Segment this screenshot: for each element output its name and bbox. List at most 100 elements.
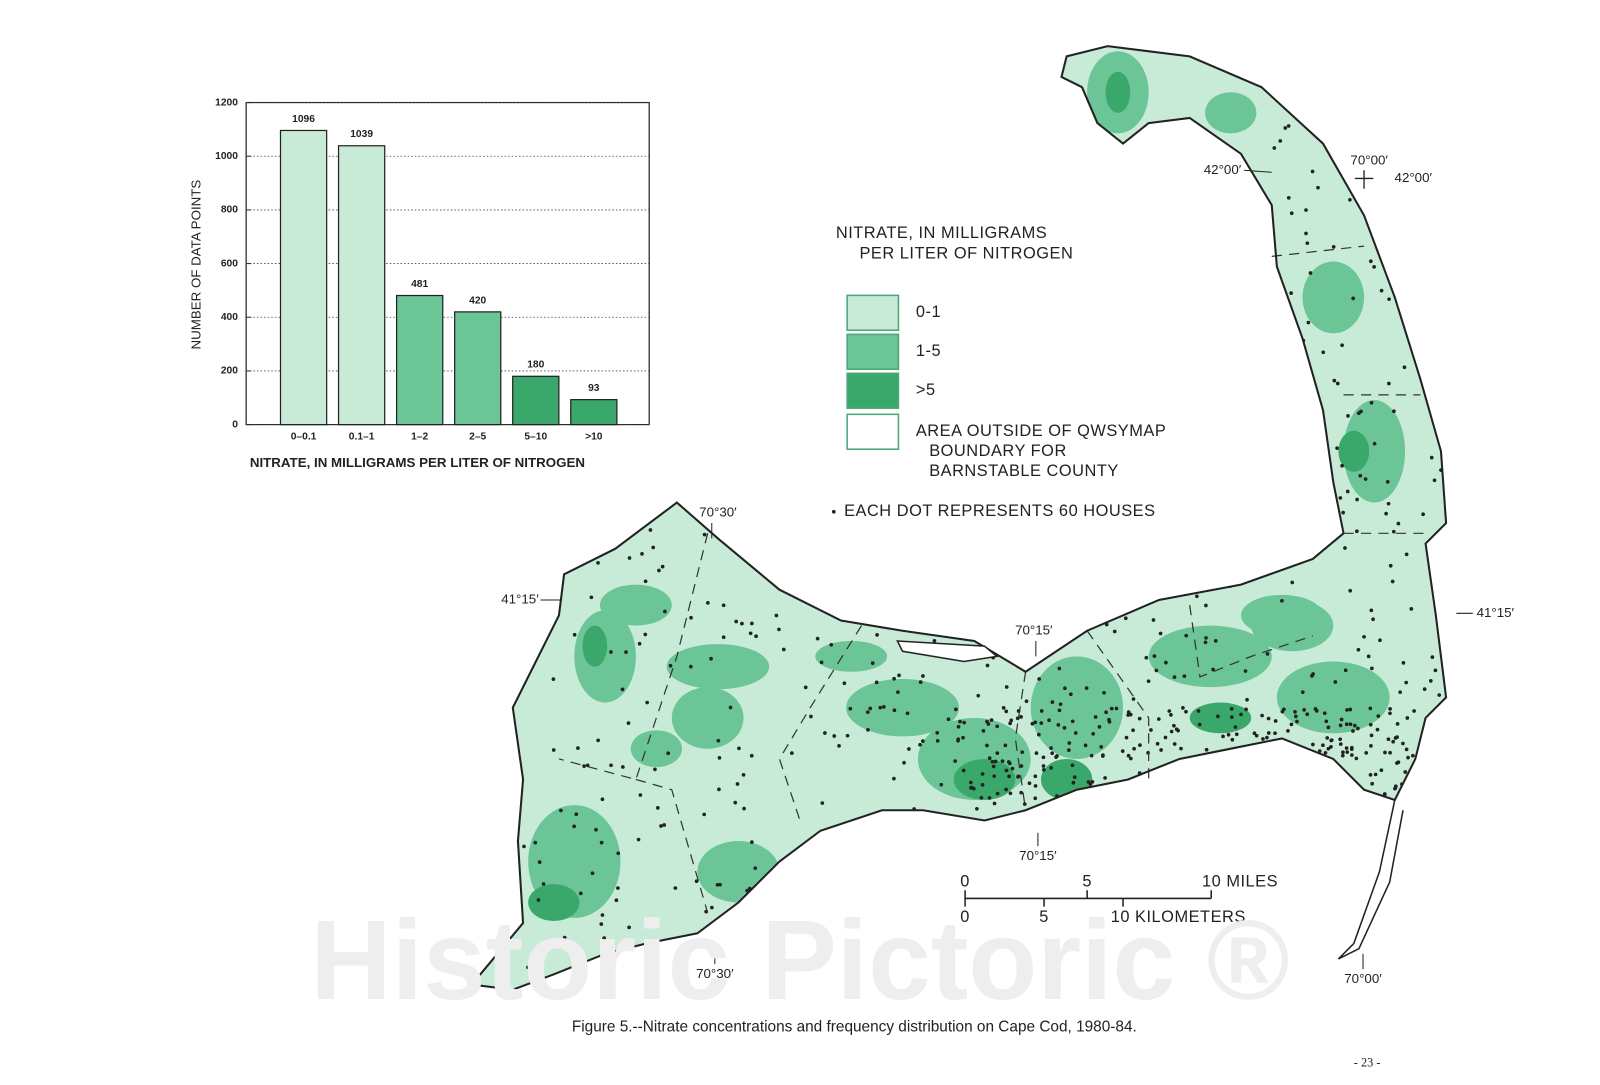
house-dot <box>1398 225 1403 230</box>
area-1-5 <box>599 584 672 626</box>
house-dot <box>1232 509 1237 514</box>
house-dot <box>1175 822 1180 827</box>
house-dot <box>1387 297 1391 302</box>
house-dot <box>765 878 769 883</box>
house-dot <box>1039 709 1044 713</box>
house-dot <box>533 840 538 845</box>
house-dot <box>1058 702 1063 707</box>
house-dot <box>499 741 503 746</box>
house-dot <box>576 746 580 750</box>
house-dot <box>1289 490 1294 494</box>
house-dot <box>851 826 855 830</box>
house-dot <box>1277 547 1282 552</box>
house-dot <box>596 561 600 565</box>
house-dot <box>1378 958 1383 963</box>
house-dot <box>1281 800 1286 805</box>
house-dot <box>1123 616 1128 621</box>
house-dot <box>1004 768 1009 773</box>
house-dot <box>790 751 794 755</box>
house-dot <box>1293 710 1297 714</box>
house-dot <box>1033 774 1038 779</box>
house-dot <box>1393 785 1398 790</box>
house-dot <box>1423 876 1428 880</box>
house-dot <box>1000 878 1005 883</box>
house-dot <box>1379 128 1384 133</box>
house-dot <box>600 913 605 917</box>
y-tick-label: 600 <box>221 258 238 269</box>
house-dot <box>823 731 827 735</box>
house-dot <box>616 886 620 890</box>
house-dot <box>1356 897 1361 902</box>
house-dot <box>1363 477 1368 481</box>
house-dot <box>1004 709 1009 714</box>
house-dot <box>1019 562 1024 566</box>
house-dot <box>1096 787 1101 791</box>
house-dot <box>1072 775 1077 779</box>
house-dot <box>753 866 758 871</box>
house-dot <box>645 920 649 925</box>
house-dot <box>1352 182 1356 186</box>
house-dot <box>750 840 754 844</box>
house-dot <box>1119 806 1124 811</box>
house-dot <box>787 492 792 497</box>
house-dot <box>1182 490 1187 495</box>
house-dot <box>1229 707 1234 711</box>
house-dot <box>1195 594 1199 599</box>
house-dot <box>1340 753 1345 758</box>
legend-title: NITRATE, IN MILLIGRAMS <box>836 224 1047 242</box>
house-dot <box>702 812 707 817</box>
house-dot <box>1370 781 1374 786</box>
house-dot <box>769 493 773 498</box>
area-1-5 <box>671 687 744 749</box>
house-dot <box>1311 742 1315 747</box>
house-dot <box>1406 217 1410 222</box>
house-dot <box>1288 104 1293 109</box>
house-dot <box>810 507 814 512</box>
house-dot <box>1047 718 1051 723</box>
house-dot <box>1144 655 1149 660</box>
house-dot <box>1348 197 1352 202</box>
house-dot <box>1063 686 1067 691</box>
bar <box>570 399 618 426</box>
house-dot <box>1338 737 1342 742</box>
house-dot <box>1430 655 1435 659</box>
house-dot <box>1367 883 1372 888</box>
house-dot <box>494 820 499 824</box>
scale-label-km: 10 KILOMETERS <box>1111 908 1246 926</box>
house-dot <box>980 772 985 776</box>
house-dot <box>1076 869 1081 874</box>
house-dot <box>953 759 957 763</box>
house-dot <box>1216 714 1220 719</box>
house-dot <box>1052 804 1057 809</box>
house-dot <box>689 615 693 620</box>
house-dot <box>1066 573 1071 578</box>
house-dot <box>1304 208 1308 212</box>
house-dot <box>1266 716 1271 721</box>
house-dot <box>1087 790 1092 794</box>
house-dot <box>1405 716 1410 720</box>
house-dot <box>981 728 986 733</box>
coordinate-label: 70°30′ <box>699 504 737 519</box>
house-dot <box>737 524 742 529</box>
coordinate-label: 70°00′ <box>1344 971 1382 986</box>
house-dot <box>1410 152 1414 157</box>
house-dot <box>1261 737 1265 741</box>
house-dot <box>1187 771 1191 775</box>
house-dot <box>979 795 984 800</box>
house-dot <box>1405 889 1409 893</box>
house-dot <box>1027 781 1032 786</box>
house-dot <box>599 922 604 926</box>
house-dot <box>880 874 885 879</box>
house-dot <box>1036 732 1041 737</box>
house-dot <box>1231 794 1235 798</box>
house-dot <box>1406 755 1410 760</box>
house-dot <box>1437 693 1442 697</box>
house-dot <box>688 664 693 669</box>
house-dot <box>655 806 660 810</box>
house-dot <box>1078 623 1083 628</box>
scale-label-miles: 10 MILES <box>1202 872 1278 890</box>
house-dot <box>1234 732 1239 737</box>
house-dot <box>643 579 648 584</box>
house-dot <box>1407 800 1412 805</box>
house-dot <box>1250 750 1255 755</box>
